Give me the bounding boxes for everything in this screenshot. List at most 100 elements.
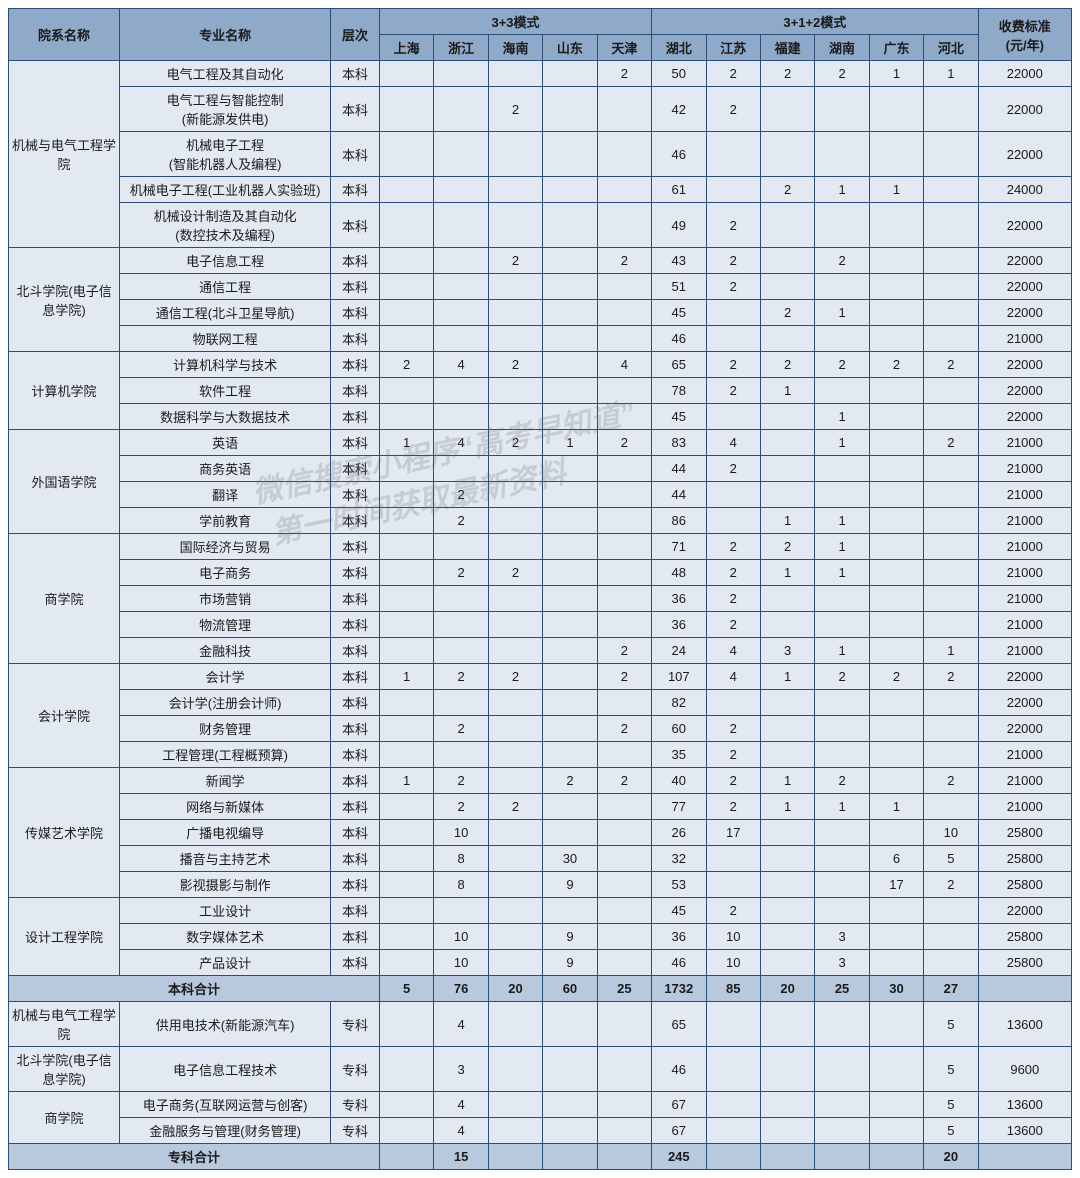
num-cell bbox=[760, 87, 814, 132]
num-cell: 1 bbox=[924, 638, 978, 664]
num-cell: 1 bbox=[379, 664, 433, 690]
num-cell: 5 bbox=[924, 1047, 978, 1092]
num-cell bbox=[434, 87, 488, 132]
num-cell bbox=[815, 742, 869, 768]
fee-cell: 22000 bbox=[978, 716, 1071, 742]
num-cell: 5 bbox=[924, 1118, 978, 1144]
num-cell bbox=[379, 61, 433, 87]
num-cell bbox=[869, 1002, 923, 1047]
num-cell bbox=[924, 404, 978, 430]
table-row: 传媒艺术学院新闻学本科122240212221000 bbox=[9, 768, 1072, 794]
num-cell bbox=[543, 326, 597, 352]
num-cell bbox=[869, 430, 923, 456]
subtotal-cell: 85 bbox=[706, 976, 760, 1002]
num-cell bbox=[379, 560, 433, 586]
num-cell: 2 bbox=[706, 768, 760, 794]
num-cell bbox=[543, 1092, 597, 1118]
table-row: 机械电子工程 (智能机器人及编程)本科4622000 bbox=[9, 132, 1072, 177]
num-cell bbox=[488, 638, 542, 664]
h-province: 上海 bbox=[379, 35, 433, 61]
num-cell: 1 bbox=[924, 61, 978, 87]
num-cell: 3 bbox=[760, 638, 814, 664]
num-cell bbox=[760, 898, 814, 924]
table-row: 电气工程与智能控制 (新能源发供电)本科242222000 bbox=[9, 87, 1072, 132]
fee-cell: 21000 bbox=[978, 768, 1071, 794]
num-cell bbox=[815, 716, 869, 742]
num-cell: 4 bbox=[434, 430, 488, 456]
num-cell bbox=[815, 274, 869, 300]
subtotal-cell bbox=[706, 1144, 760, 1170]
level-cell: 本科 bbox=[331, 430, 380, 456]
num-cell bbox=[869, 300, 923, 326]
num-cell: 1 bbox=[869, 794, 923, 820]
num-cell bbox=[869, 1047, 923, 1092]
num-cell bbox=[706, 1047, 760, 1092]
num-cell: 2 bbox=[706, 898, 760, 924]
dept-cell: 外国语学院 bbox=[9, 430, 120, 534]
num-cell bbox=[815, 872, 869, 898]
num-cell bbox=[760, 742, 814, 768]
table-row: 金融服务与管理(财务管理)专科467513600 bbox=[9, 1118, 1072, 1144]
num-cell: 71 bbox=[652, 534, 706, 560]
num-cell bbox=[815, 326, 869, 352]
num-cell bbox=[597, 794, 651, 820]
num-cell bbox=[488, 378, 542, 404]
num-cell bbox=[815, 1002, 869, 1047]
num-cell: 86 bbox=[652, 508, 706, 534]
num-cell bbox=[706, 482, 760, 508]
num-cell bbox=[869, 950, 923, 976]
num-cell bbox=[924, 508, 978, 534]
table-row: 计算机学院计算机科学与技术本科2424652222222000 bbox=[9, 352, 1072, 378]
major-cell: 通信工程(北斗卫星导航) bbox=[120, 300, 331, 326]
num-cell: 2 bbox=[706, 352, 760, 378]
num-cell: 30 bbox=[543, 846, 597, 872]
num-cell: 44 bbox=[652, 456, 706, 482]
num-cell bbox=[543, 794, 597, 820]
num-cell bbox=[488, 690, 542, 716]
num-cell bbox=[543, 300, 597, 326]
num-cell bbox=[597, 326, 651, 352]
subtotal-cell: 30 bbox=[869, 976, 923, 1002]
h-province: 福建 bbox=[760, 35, 814, 61]
num-cell bbox=[488, 612, 542, 638]
num-cell bbox=[379, 1092, 433, 1118]
num-cell bbox=[434, 586, 488, 612]
num-cell: 2 bbox=[706, 612, 760, 638]
num-cell: 2 bbox=[815, 248, 869, 274]
major-cell: 电子商务(互联网运营与创客) bbox=[120, 1092, 331, 1118]
num-cell: 2 bbox=[924, 430, 978, 456]
num-cell bbox=[869, 1118, 923, 1144]
num-cell bbox=[543, 456, 597, 482]
table-row: 商学院电子商务(互联网运营与创客)专科467513600 bbox=[9, 1092, 1072, 1118]
num-cell: 1 bbox=[815, 430, 869, 456]
level-cell: 本科 bbox=[331, 132, 380, 177]
num-cell: 51 bbox=[652, 274, 706, 300]
major-cell: 机械设计制造及其自动化 (数控技术及编程) bbox=[120, 203, 331, 248]
num-cell bbox=[543, 404, 597, 430]
num-cell bbox=[924, 690, 978, 716]
num-cell bbox=[869, 638, 923, 664]
num-cell bbox=[760, 132, 814, 177]
num-cell bbox=[434, 248, 488, 274]
num-cell bbox=[543, 716, 597, 742]
table-row: 机械设计制造及其自动化 (数控技术及编程)本科49222000 bbox=[9, 203, 1072, 248]
num-cell bbox=[434, 61, 488, 87]
num-cell: 2 bbox=[434, 560, 488, 586]
num-cell bbox=[760, 846, 814, 872]
num-cell: 2 bbox=[488, 664, 542, 690]
h-province: 海南 bbox=[488, 35, 542, 61]
num-cell: 8 bbox=[434, 846, 488, 872]
fee-cell: 22000 bbox=[978, 378, 1071, 404]
num-cell bbox=[869, 898, 923, 924]
fee-cell: 13600 bbox=[978, 1092, 1071, 1118]
num-cell bbox=[815, 846, 869, 872]
num-cell bbox=[869, 768, 923, 794]
h-level: 层次 bbox=[331, 9, 380, 61]
num-cell bbox=[924, 924, 978, 950]
num-cell bbox=[379, 177, 433, 203]
dept-cell: 北斗学院(电子信息学院) bbox=[9, 248, 120, 352]
num-cell bbox=[869, 742, 923, 768]
dept-cell: 北斗学院(电子信息学院) bbox=[9, 1047, 120, 1092]
table-wrapper: 院系名称 专业名称 层次 3+3模式 3+1+2模式 收费标准 (元/年) 上海… bbox=[8, 8, 1072, 1170]
level-cell: 本科 bbox=[331, 768, 380, 794]
